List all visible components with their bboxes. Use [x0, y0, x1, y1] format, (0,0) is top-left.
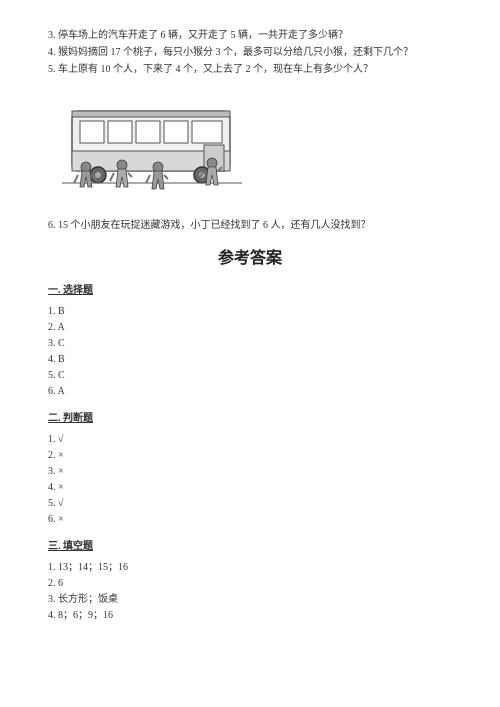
judge-answer: 2. × — [48, 448, 452, 463]
judge-answer: 1. √ — [48, 432, 452, 447]
question-5: 5. 车上原有 10 个人，下来了 4 个，又上去了 2 个，现在车上有多少个人… — [48, 62, 452, 77]
judge-answer: 3. × — [48, 464, 452, 479]
bus-illustration — [54, 97, 249, 212]
section-fill-header: 三. 填空题 — [48, 539, 452, 554]
fill-answer: 2. 6 — [48, 576, 452, 591]
choice-answer: 4. B — [48, 352, 452, 367]
answer-key-title: 参考答案 — [48, 247, 452, 271]
question-4: 4. 猴妈妈摘回 17 个桃子，每只小猴分 3 个，最多可以分给几只小猴，还剩下… — [48, 45, 452, 60]
judge-answer: 4. × — [48, 480, 452, 495]
judge-answer: 6. × — [48, 512, 452, 527]
judge-answer: 5. √ — [48, 496, 452, 511]
choice-answer: 5. C — [48, 368, 452, 383]
choice-answer: 1. B — [48, 304, 452, 319]
section-choice-header: 一. 选择题 — [48, 283, 452, 298]
question-6: 6. 15 个小朋友在玩捉迷藏游戏，小丁已经找到了 6 人，还有几人没找到？ — [48, 218, 452, 233]
choice-answer: 2. A — [48, 320, 452, 335]
choice-answer: 3. C — [48, 336, 452, 351]
question-3: 3. 停车场上的汽车开走了 6 辆，又开走了 5 辆，一共开走了多少辆？ — [48, 28, 452, 43]
choice-answer: 6. A — [48, 384, 452, 399]
fill-answer: 1. 13；14；15；16 — [48, 560, 452, 575]
fill-answer: 4. 8；6；9；16 — [48, 608, 452, 623]
fill-answer: 3. 长方形；饭桌 — [48, 592, 452, 607]
section-judge-header: 二. 判断题 — [48, 411, 452, 426]
